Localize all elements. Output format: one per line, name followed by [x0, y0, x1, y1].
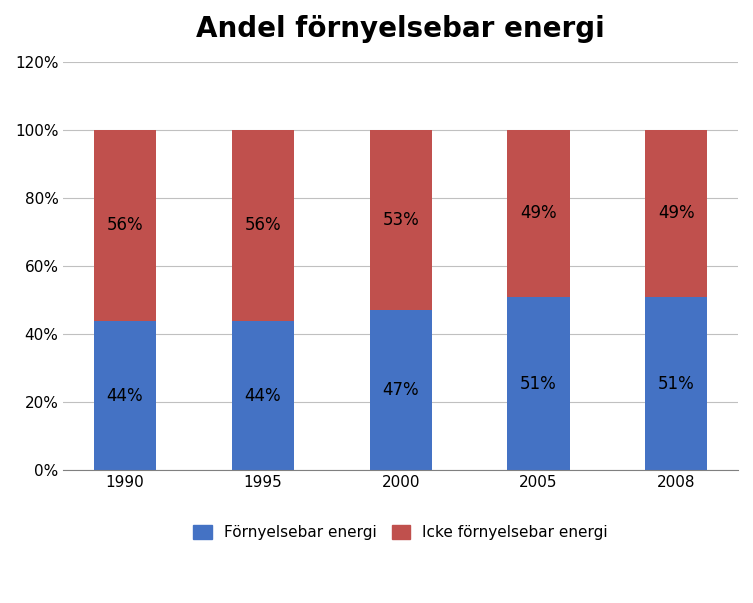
Text: 51%: 51%	[520, 374, 557, 393]
Text: 44%: 44%	[107, 387, 143, 405]
Text: 56%: 56%	[245, 216, 281, 235]
Bar	[94, 130, 156, 321]
Bar	[645, 130, 707, 297]
Bar	[370, 311, 431, 470]
Bar	[508, 130, 569, 297]
Bar	[645, 297, 707, 470]
Text: 44%: 44%	[245, 387, 281, 405]
Bar	[508, 297, 569, 470]
Text: 51%: 51%	[658, 374, 695, 393]
Title: Andel förnyelsebar energi: Andel förnyelsebar energi	[197, 15, 605, 43]
Text: 49%: 49%	[658, 204, 694, 223]
Legend: Förnyelsebar energi, Icke förnyelsebar energi: Förnyelsebar energi, Icke förnyelsebar e…	[187, 519, 614, 546]
Bar	[370, 130, 431, 311]
Text: 53%: 53%	[383, 211, 419, 229]
Bar	[232, 321, 294, 470]
Text: 47%: 47%	[383, 382, 419, 399]
Bar	[94, 321, 156, 470]
Text: 56%: 56%	[107, 216, 143, 235]
Text: 49%: 49%	[520, 204, 556, 223]
Bar	[232, 130, 294, 321]
